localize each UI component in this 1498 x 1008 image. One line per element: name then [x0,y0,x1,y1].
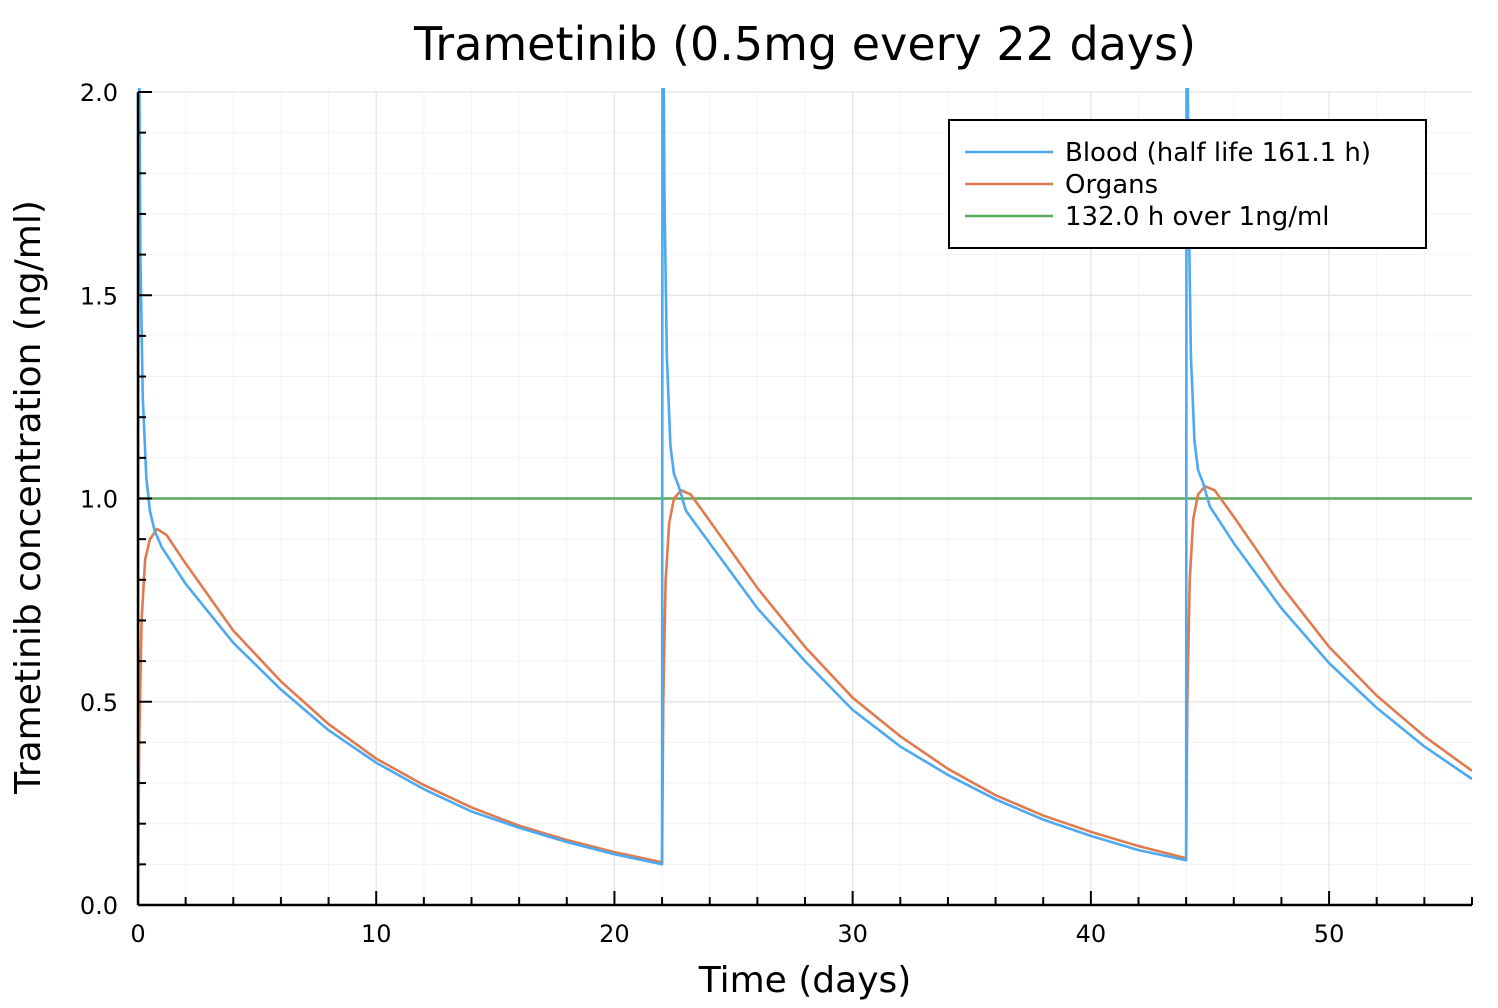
y-tick-label: 2.0 [80,79,118,107]
y-tick-label: 0.5 [80,689,118,717]
series-layer [138,88,1472,905]
x-axis-label: Time (days) [698,960,912,1001]
y-tick-label: 0.0 [80,892,118,920]
y-tick-label: 1.5 [80,282,118,310]
series-line-1 [138,485,1472,905]
x-tick-label: 50 [1314,920,1345,948]
x-tick-label: 0 [130,920,145,948]
x-tick-label: 20 [599,920,630,948]
axes: 0 10 20 30 40 50 0.0 0.5 1.0 1.5 2.0 [80,79,1473,948]
chart-title: Trametinib (0.5mg every 22 days) [413,17,1196,71]
x-tick-label: 10 [361,920,392,948]
series-line-0 [138,88,1472,905]
legend-entry-2: 132.0 h over 1ng/ml [1065,202,1330,232]
y-tick-label: 1.0 [80,486,118,514]
y-axis-label: Trametinib concentration (ng/ml) [8,200,49,795]
legend-entry-1: Organs [1065,170,1158,200]
legend-entry-0: Blood (half life 161.1 h) [1065,138,1371,168]
x-tick-label: 40 [1076,920,1107,948]
x-tick-label: 30 [837,920,868,948]
